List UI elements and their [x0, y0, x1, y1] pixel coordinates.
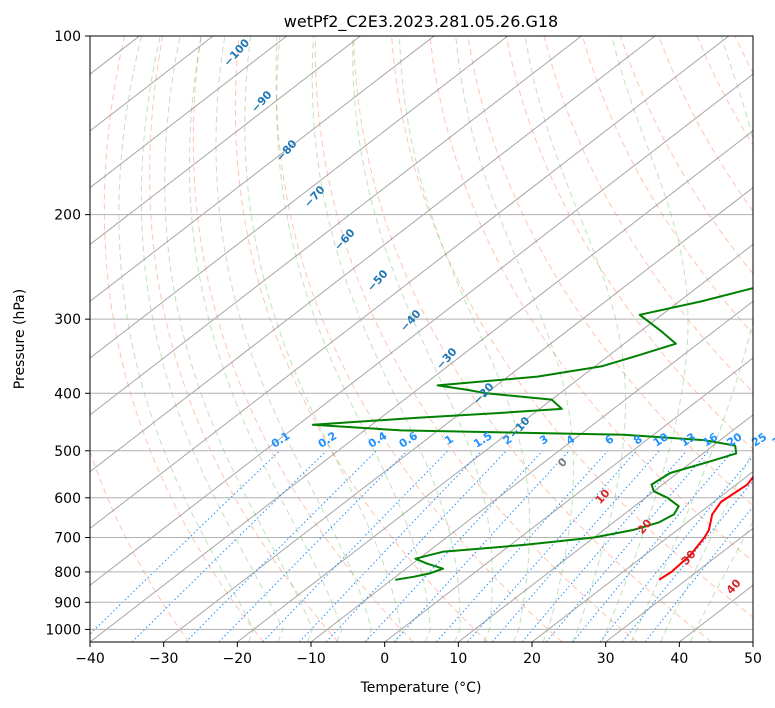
y-tick-label: 200 [54, 208, 81, 224]
moist-adiabat-line [398, 36, 531, 642]
background-lines [90, 36, 753, 642]
x-tick-label: −40 [75, 651, 105, 667]
y-tick-label: 600 [54, 491, 81, 507]
moist-adiabat-line [352, 36, 493, 642]
y-tick-label: 100 [54, 29, 81, 45]
x-tick-label: −30 [149, 651, 179, 667]
mixing-ratio-line [262, 450, 449, 642]
dewpoint-profile-line [311, 287, 753, 581]
dry-adiabat-line [581, 36, 753, 335]
moist-adiabat-line [140, 36, 284, 642]
isotherm-line [531, 471, 753, 642]
mixing-ratio-line [325, 450, 507, 642]
x-tick-label: 0 [380, 651, 389, 667]
moist-adiabat-line [244, 36, 402, 642]
mixing-ratio-line [364, 450, 543, 642]
x-tick-label: −20 [223, 651, 253, 667]
x-tick-label: 10 [449, 651, 467, 667]
dry-adiabat-line [149, 36, 339, 642]
mixing-ratio-line [90, 450, 280, 635]
temperature-profile-line [658, 475, 753, 581]
y-tick-label: 800 [54, 565, 81, 581]
moist-adiabat-line [660, 448, 753, 642]
moist-adiabat-line [118, 36, 255, 642]
moist-adiabat-line [311, 36, 461, 642]
isotherm-line [237, 243, 753, 642]
y-tick-label: 400 [54, 386, 81, 402]
isotherm-line [90, 130, 753, 642]
mixing-ratio-line [393, 450, 570, 642]
isotherm-line [163, 187, 753, 642]
mixing-ratio-line [436, 450, 609, 642]
y-axis-title: Pressure (hPa) [12, 289, 28, 389]
moist-adiabat-line [276, 36, 431, 642]
isotherm-line [90, 36, 656, 473]
x-tick-label: 20 [523, 651, 541, 667]
isotherm-line [458, 414, 753, 642]
y-tick-label: 1000 [45, 622, 81, 638]
mixing-ratio-line [467, 450, 637, 642]
isotherm-line [90, 36, 361, 246]
mixing-ratio-line [599, 455, 753, 642]
isotherm-line [310, 300, 753, 642]
dry-adiabat-line [103, 36, 264, 642]
dry-adiabat-line [234, 36, 488, 642]
y-tick-label: 700 [54, 531, 81, 547]
isotherm-line [605, 527, 753, 642]
mixing-ratio-line [185, 450, 377, 642]
x-tick-label: 30 [597, 651, 615, 667]
y-tick-label: 500 [54, 444, 81, 460]
x-axis: −40 −30 −20 −10 0 10 20 30 40 50 [75, 642, 762, 667]
isotherm-line [90, 36, 435, 302]
x-tick-label: 40 [670, 651, 688, 667]
mixing-ratio-line [131, 450, 327, 642]
dry-adiabat-line [90, 449, 190, 642]
isotherm-line [384, 357, 753, 642]
moist-adiabat-line [455, 36, 574, 642]
isotherm-line [90, 36, 582, 416]
y-tick-label: 300 [54, 312, 81, 328]
dry-adiabat-line [192, 36, 414, 642]
moist-adiabat-line [164, 36, 314, 642]
mixing-ratio-line [622, 480, 753, 642]
plot-frame [89, 35, 754, 643]
mixing-ratio-label: 30 [770, 430, 775, 449]
mixing-ratio-line [572, 450, 734, 642]
x-axis-title: Temperature (°C) [360, 680, 482, 696]
isotherm-line [90, 36, 730, 530]
profile-series [311, 287, 753, 581]
isotherm-line [90, 73, 753, 586]
mixing-ratio-line [218, 450, 408, 642]
x-tick-label: −10 [296, 651, 326, 667]
y-tick-label: 900 [54, 595, 81, 611]
mixing-ratio-line [298, 450, 482, 642]
isotherm-line [90, 36, 288, 189]
moist-adiabat-line [601, 36, 689, 642]
moist-adiabat-line [189, 36, 343, 642]
isotherm-line [90, 36, 509, 359]
dry-adiabat-line [505, 36, 753, 450]
dry-adiabat-line [391, 36, 753, 618]
x-tick-label: 50 [744, 651, 762, 667]
moist-adiabat-line [215, 36, 373, 642]
dry-adiabat-line [543, 36, 753, 393]
chart-title: wetPf2_C2E3.2023.281.05.26.G18 [284, 12, 558, 32]
pressure-gridlines [90, 36, 753, 630]
y-axis: 100 200 300 400 500 600 700 800 900 1000 [45, 29, 90, 638]
dry-adiabat-line [275, 36, 563, 642]
dry-adiabat-line [314, 36, 638, 642]
